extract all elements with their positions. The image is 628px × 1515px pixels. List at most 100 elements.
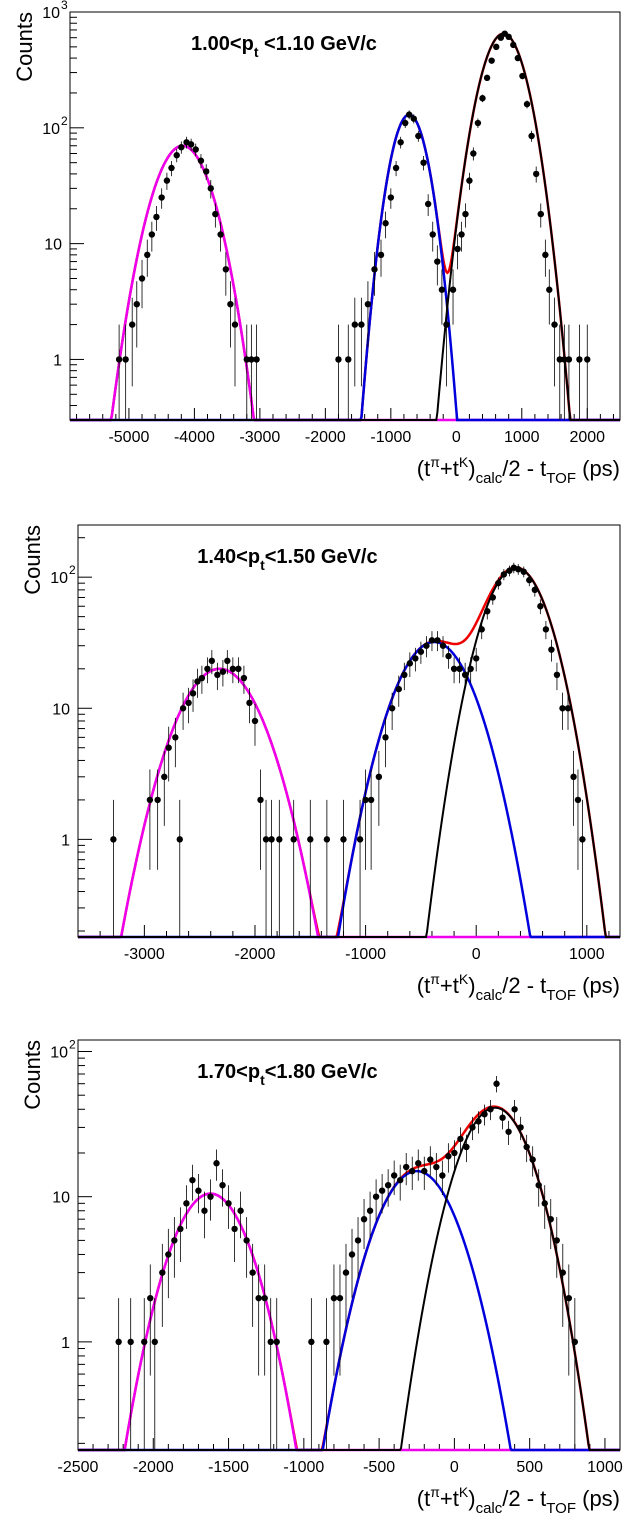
data-point (348, 1251, 356, 1258)
data-point (487, 1106, 494, 1113)
y-tick-label: 1 (61, 1335, 70, 1352)
magenta-gaussian-curve (78, 667, 620, 939)
data-point (584, 356, 591, 363)
data-point (415, 132, 422, 140)
data-point (457, 1135, 464, 1143)
y-tick-label: 10 (50, 570, 68, 587)
data-point (154, 796, 161, 804)
data-point (559, 1269, 566, 1276)
data-point (231, 321, 239, 328)
data-point (531, 586, 539, 594)
data-point (451, 1149, 458, 1157)
data-point (340, 836, 347, 843)
data-point (161, 773, 168, 781)
data-point (515, 566, 522, 573)
data-point (396, 1176, 404, 1184)
data-point (219, 1181, 226, 1189)
y-axis-label: Counts (20, 525, 45, 595)
y-tick-exponent: 3 (61, 0, 68, 12)
data-point (537, 210, 544, 218)
data-point (115, 1338, 122, 1346)
data-point (248, 356, 255, 363)
data-point (481, 1110, 488, 1118)
data-point (576, 356, 583, 363)
x-tick-label: 500 (516, 1459, 543, 1476)
x-tick-label: -3000 (124, 946, 165, 963)
data-point (579, 836, 586, 843)
data-point (417, 648, 425, 655)
data-point (570, 773, 577, 781)
black-gaussian-curve (78, 566, 620, 938)
black-gaussian-curve (70, 32, 620, 421)
black-gaussian-curve (78, 1106, 620, 1451)
x-tick-label: 0 (450, 1459, 459, 1476)
data-point (122, 356, 129, 363)
data-point (433, 1163, 440, 1171)
data-point (547, 1215, 554, 1223)
data-point (249, 1269, 256, 1276)
data-point (565, 1294, 573, 1302)
data-point (564, 705, 572, 712)
data-point (499, 1114, 506, 1121)
data-point (529, 1156, 536, 1163)
y-tick-label: 10 (52, 1190, 70, 1207)
data-point (336, 1294, 344, 1302)
data-point (147, 1294, 154, 1302)
data-point (237, 1207, 244, 1214)
data-point (183, 1200, 190, 1207)
data-point (520, 568, 527, 575)
data-point (179, 705, 187, 712)
data-point (454, 245, 461, 253)
data-point (213, 1160, 220, 1167)
data-point (546, 286, 553, 293)
data-point (231, 1225, 238, 1233)
data-point (474, 119, 482, 127)
data-point (360, 1215, 368, 1223)
data-point (378, 1187, 386, 1194)
data-point (351, 321, 359, 328)
data-point (423, 642, 430, 649)
data-point (450, 665, 458, 673)
data-point (243, 356, 250, 363)
data-point (542, 626, 550, 633)
y-tick-exponent: 2 (61, 114, 68, 128)
y-tick-label: 10 (52, 701, 70, 718)
data-point (556, 356, 563, 363)
data-point (225, 1200, 232, 1207)
data-point (358, 321, 365, 328)
x-axis-label: (tπ+tK)calc/2 - tTOF (ps) (417, 971, 620, 1004)
data-point (195, 1187, 202, 1194)
data-point (148, 231, 156, 238)
x-tick-label: -1000 (283, 1459, 324, 1476)
data-point (443, 321, 450, 328)
data-point (307, 836, 314, 843)
data-point (429, 231, 436, 238)
data-point (214, 671, 221, 679)
data-point (345, 356, 352, 363)
x-axis-label: (tπ+tK)calc/2 - tTOF (ps) (417, 454, 620, 487)
data-point (517, 1124, 524, 1131)
total-fit-curve (78, 566, 620, 939)
chart-title: 1.40<pt<1.50 GeV/c (197, 546, 377, 573)
chart-title: 1.00<pt <1.10 GeV/c (191, 33, 377, 60)
data-point (415, 1160, 422, 1167)
data-point (409, 1167, 416, 1175)
x-tick-label: -2000 (133, 1459, 174, 1476)
data-point (176, 836, 183, 843)
magenta-gaussian-curve (70, 144, 620, 422)
data-point (261, 1294, 268, 1302)
data-point (356, 836, 364, 843)
x-tick-label: -2000 (305, 429, 346, 446)
data-point (308, 1338, 315, 1346)
data-point (523, 1143, 530, 1151)
data-point (397, 139, 404, 146)
data-point (553, 671, 561, 679)
data-point (470, 150, 477, 157)
data-point (217, 231, 224, 238)
data-point (194, 678, 201, 685)
data-point (290, 836, 297, 843)
y-tick-label: 10 (50, 1044, 68, 1061)
data-point (243, 1237, 250, 1244)
